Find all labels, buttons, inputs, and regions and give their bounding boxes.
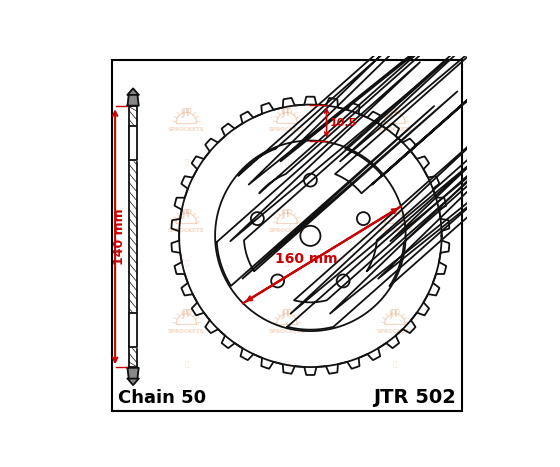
Polygon shape: [128, 95, 139, 106]
Text: SPROCKETS: SPROCKETS: [168, 228, 204, 233]
Polygon shape: [128, 379, 139, 385]
Text: 160 mm: 160 mm: [276, 252, 338, 266]
Text: JT: JT: [181, 209, 192, 219]
Text: SPROCKETS: SPROCKETS: [168, 127, 204, 132]
Text: 兆: 兆: [393, 260, 397, 266]
Text: JTR 502: JTR 502: [373, 388, 456, 407]
Text: 兆: 兆: [184, 360, 188, 367]
Text: JT: JT: [181, 108, 192, 118]
Text: SPROCKETS: SPROCKETS: [269, 329, 305, 333]
Text: JT: JT: [390, 108, 400, 118]
Text: 10.5: 10.5: [330, 118, 357, 127]
Polygon shape: [128, 88, 139, 95]
Text: 兆: 兆: [393, 159, 397, 165]
Text: 兆: 兆: [285, 260, 289, 266]
Polygon shape: [128, 368, 139, 379]
Text: JT: JT: [282, 209, 292, 219]
Text: 兆: 兆: [184, 159, 188, 165]
Text: SPROCKETS: SPROCKETS: [168, 329, 204, 333]
Text: SPROCKETS: SPROCKETS: [376, 228, 413, 233]
Text: SPROCKETS: SPROCKETS: [376, 329, 413, 333]
Text: SPROCKETS: SPROCKETS: [376, 127, 413, 132]
Text: 兆: 兆: [184, 260, 188, 266]
Text: 兆: 兆: [393, 360, 397, 367]
Text: JT: JT: [390, 309, 400, 319]
Text: JT: JT: [181, 309, 192, 319]
Text: 兆: 兆: [285, 159, 289, 165]
Text: 兆: 兆: [285, 360, 289, 367]
Text: Chain 50: Chain 50: [118, 389, 206, 407]
Text: JT: JT: [282, 309, 292, 319]
Text: 140 mm: 140 mm: [113, 208, 126, 265]
Text: SPROCKETS: SPROCKETS: [269, 228, 305, 233]
Text: JT: JT: [282, 108, 292, 118]
Text: JT: JT: [390, 209, 400, 219]
Text: SPROCKETS: SPROCKETS: [269, 127, 305, 132]
